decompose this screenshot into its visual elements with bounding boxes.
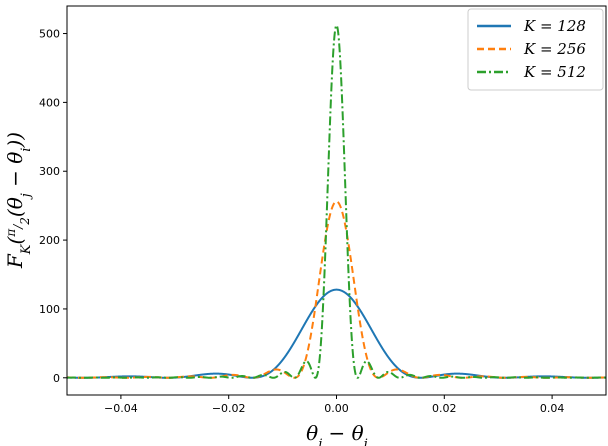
legend-box — [467, 8, 604, 91]
x-tick-label: 0.00 — [324, 402, 349, 415]
x-tick-label: −0.04 — [104, 402, 138, 415]
legend-label-k256: K = 256 — [523, 40, 586, 58]
x-tick-label: 0.04 — [540, 402, 565, 415]
legend: K = 128 K = 256 K = 512 — [467, 8, 604, 91]
y-tick-label: 300 — [39, 165, 60, 178]
y-axis: 0 100 200 300 400 500 — [39, 28, 67, 385]
y-tick-label: 400 — [39, 96, 60, 109]
x-tick-label: 0.02 — [432, 402, 457, 415]
y-tick-label: 500 — [39, 28, 60, 41]
x-axis-title: θj − θi — [306, 421, 368, 446]
legend-label-k128: K = 128 — [523, 17, 586, 35]
y-tick-label: 200 — [39, 234, 60, 247]
y-axis-title: FK(π/2(θj − θi)) — [3, 132, 34, 269]
x-axis: −0.04 −0.02 0.00 0.02 0.04 — [104, 395, 564, 415]
series-line-k128 — [67, 288, 606, 379]
legend-label-k512: K = 512 — [523, 63, 586, 81]
series-line-k512 — [67, 24, 606, 379]
series-layer — [67, 24, 606, 379]
y-tick-label: 0 — [53, 372, 60, 385]
y-tick-label: 100 — [39, 303, 60, 316]
x-tick-label: −0.02 — [212, 402, 246, 415]
